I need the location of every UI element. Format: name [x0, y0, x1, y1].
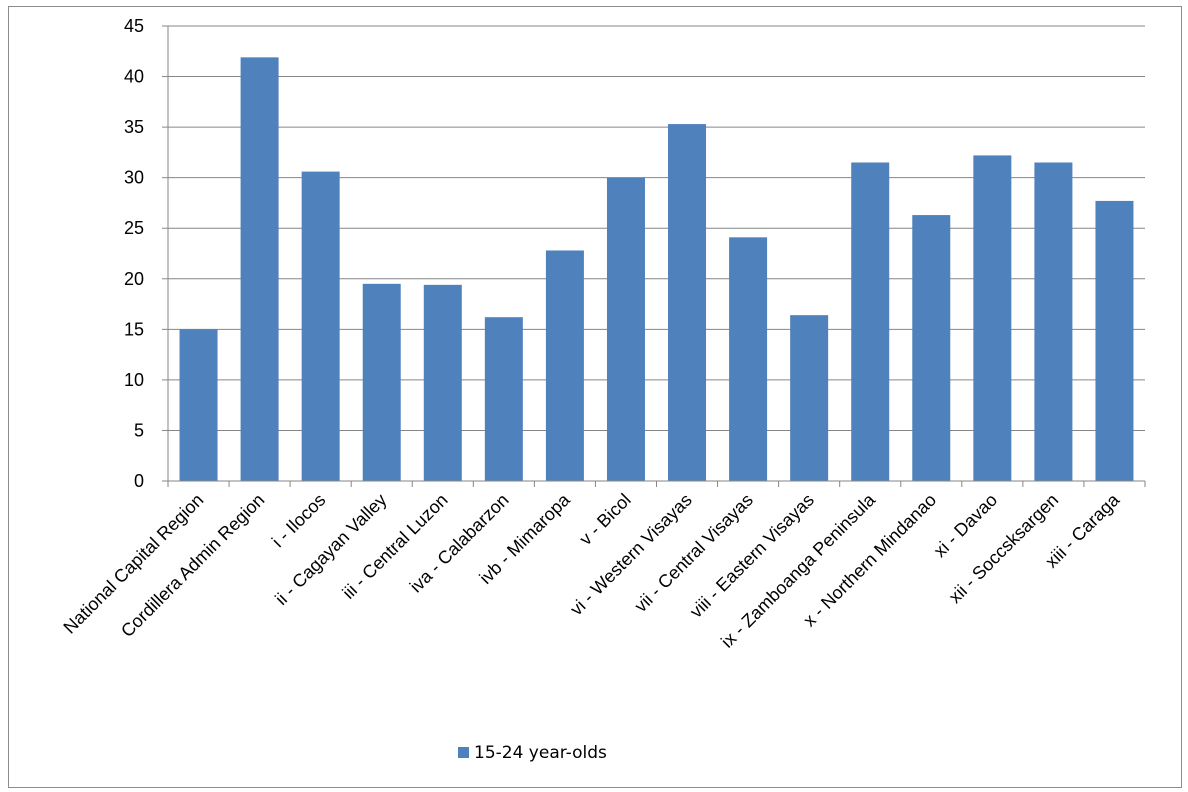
- y-tick-label: 5: [134, 420, 144, 440]
- legend-label: 15-24 year-olds: [474, 743, 607, 763]
- axes: [167, 26, 1146, 487]
- x-category-label: vi - Western Visayas: [566, 490, 696, 620]
- x-category-label: v - Bicol: [575, 490, 634, 549]
- bar: [484, 317, 523, 481]
- y-axis-tick-labels: 0 5 10 15 20 25 30 35 40 45: [124, 16, 168, 491]
- y-tick-label: 35: [124, 117, 144, 137]
- x-category-label: iii - Central Luzon: [338, 490, 451, 603]
- bar: [423, 284, 462, 481]
- bar: [912, 215, 951, 482]
- bar-series: [179, 57, 1134, 482]
- bar: [1034, 162, 1073, 481]
- x-category-label: ii - Cagayan Valley: [271, 490, 390, 609]
- y-tick-label: 10: [124, 370, 144, 390]
- y-tick-label: 20: [124, 269, 144, 289]
- y-tick-label: 25: [124, 218, 144, 238]
- bar: [606, 177, 645, 481]
- bar: [973, 155, 1012, 481]
- y-tick-label: 15: [124, 319, 144, 339]
- legend: 15-24 year-olds: [458, 743, 607, 763]
- bar: [240, 57, 279, 481]
- bar: [668, 124, 707, 482]
- y-tick-label: 45: [124, 16, 144, 36]
- y-tick-label: 40: [124, 67, 144, 87]
- x-category-label: xii - Soccsksargen: [945, 490, 1062, 607]
- legend-swatch: [458, 747, 469, 758]
- bar: [1095, 200, 1134, 481]
- x-category-label: i - Ilocos: [268, 490, 330, 552]
- bar: [851, 162, 890, 481]
- y-tick-label: 0: [134, 471, 144, 491]
- bar: [179, 329, 218, 481]
- bar: [790, 315, 829, 481]
- bar: [729, 237, 768, 481]
- y-tick-label: 30: [124, 168, 144, 188]
- bar: [301, 171, 340, 481]
- x-category-label: vii - Central Visayas: [631, 490, 757, 616]
- bar: [362, 283, 401, 481]
- bar: [545, 250, 584, 481]
